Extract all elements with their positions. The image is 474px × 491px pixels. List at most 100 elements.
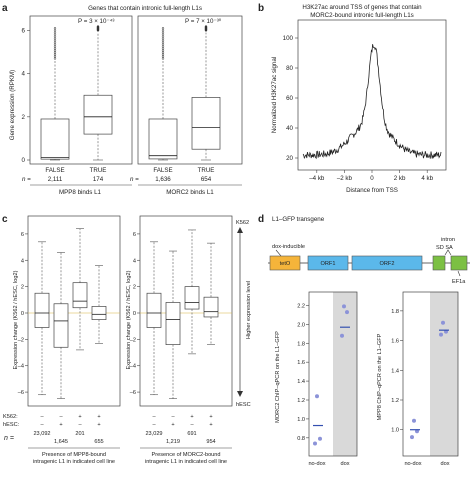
panel-a-outlier <box>161 49 165 52</box>
panel-a-outlier <box>161 39 165 42</box>
panel-a-outlier <box>53 33 57 36</box>
panel-a-box <box>148 118 178 160</box>
panel-d-right-dox-shade <box>430 292 458 456</box>
panel-c-arrow-head-up <box>237 227 243 233</box>
panel-a-outlier <box>53 27 57 30</box>
panel-c-sign-hesc: – <box>152 422 156 428</box>
panel-d-left-point-dox <box>345 310 349 315</box>
panel-c-ytick-label: –6 <box>130 390 136 396</box>
panel-d-left-frame <box>308 291 358 457</box>
panel-a-frame-left <box>29 15 133 165</box>
panel-a-morc2-boxplot <box>148 25 221 161</box>
panel-c-sign-k562: – <box>171 414 175 420</box>
panel-d-dox-inducible: dox-inducible <box>272 244 305 250</box>
panel-d-left-xcat-dox: dox <box>340 461 349 467</box>
panel-b-xlabel: Distance from TSS <box>346 187 398 194</box>
panel-c-n-label: n = <box>4 435 14 442</box>
panel-b-ylabel: Normalized H3K27ac signal <box>271 57 278 133</box>
panel-c-sign-hesc: + <box>97 422 100 428</box>
panel-a-outlier <box>53 29 57 32</box>
panel-c-ytick-label: 2 <box>133 285 136 291</box>
panel-c-frame-left <box>27 215 121 407</box>
panel-c-arrow-top-label: K562 <box>236 220 249 226</box>
panel-b-xtick-label: 4 kb <box>421 175 433 182</box>
panel-c-box <box>165 302 181 345</box>
panel-c-count: 23,029 <box>145 431 162 437</box>
panel-d-right-plot: 1.0 1.2 1.4 1.6 1.8 <box>391 309 449 440</box>
panel-c-caption-2b: intragenic L1 in indicated cell line <box>145 459 227 465</box>
panel-d-right-ytick-label: 1.2 <box>391 398 399 404</box>
panel-c-sign-k562: + <box>97 414 100 420</box>
panel-c-box <box>203 296 219 318</box>
panel-c-ytick-label: 0 <box>21 311 24 317</box>
panel-c-count: 1,645 <box>54 439 68 445</box>
panel-d-dox-pointer <box>275 249 282 257</box>
panel-a: a Genes that contain intronic full-lengt… <box>2 3 243 196</box>
panel-c-sign-hesc: + <box>171 422 174 428</box>
panel-a-letter: a <box>2 3 8 14</box>
panel-b-letter: b <box>258 3 264 14</box>
panel-d-right-point-dox <box>439 332 443 337</box>
panel-a-n-label-2: n = <box>130 176 139 183</box>
panel-c-box <box>72 282 88 309</box>
panel-d-letter: d <box>258 214 264 225</box>
panel-d-gfp-part1 <box>432 255 446 271</box>
panel-d-left-dox-shade <box>333 292 357 456</box>
panel-d-right-ytick-label: 1.4 <box>391 368 399 374</box>
panel-a-xlabel-morc2: MORC2 binds L1 <box>166 189 214 196</box>
panel-a-count-2: 174 <box>93 176 104 183</box>
panel-c-sign-k562: – <box>59 414 63 420</box>
panel-c: c Expression change (K562 / hESC, log2) … <box>2 214 252 465</box>
panel-d-left-ytick-label: 1.0 <box>297 417 305 423</box>
panel-d-left-xcat-nodox: no-dox <box>308 461 325 467</box>
panel-a-outlier <box>161 45 165 48</box>
panel-a-outlier <box>53 55 57 58</box>
panel-c-frame-right <box>139 215 233 407</box>
panel-d-left-point-nodox <box>315 394 319 399</box>
panel-a-outlier <box>53 37 57 40</box>
panel-c-ytick-label: 4 <box>133 258 136 264</box>
panel-a-count-1: 2,111 <box>48 176 63 183</box>
panel-a-outlier <box>53 51 57 54</box>
panel-a-title: Genes that contain intronic full-length … <box>88 5 202 12</box>
panel-a-outlier <box>161 43 165 46</box>
panel-d-intron-label: intron <box>441 237 455 243</box>
panel-b-ytick-label: 100 <box>283 35 294 42</box>
panel-c-ytick-label: –4 <box>130 364 136 370</box>
panel-c-letter: c <box>2 214 8 225</box>
panel-d: d L1–GFP transgene dox-inducible tetO OR… <box>258 214 470 467</box>
panel-a-outlier <box>161 41 165 44</box>
panel-a-cat-true-2: TRUE <box>198 167 215 174</box>
panel-c-caption-1b: intragenic L1 in indicated cell line <box>33 459 115 465</box>
panel-c-count: 23,092 <box>33 431 50 437</box>
panel-a-outlier <box>53 31 57 34</box>
panel-d-ef1a-pointer <box>457 270 461 277</box>
panel-c-count: 954 <box>206 439 215 445</box>
panel-d-sd-sa-label: SD SA <box>436 245 453 251</box>
panel-d-intron-splice <box>444 249 452 256</box>
panel-c-ytick-label: –2 <box>130 337 136 343</box>
panel-c-ytick-label: 6 <box>133 232 136 238</box>
panel-a-outlier <box>204 25 208 28</box>
panel-c-ytick-label: –6 <box>18 390 24 396</box>
panel-c-count: 655 <box>94 439 103 445</box>
panel-d-gfp-part2 <box>450 255 468 271</box>
panel-a-outlier <box>53 43 57 46</box>
panel-c-ylabel-right: Expression change (K562 / hESC, log2) <box>126 270 132 369</box>
panel-d-orf2-label: ORF2 <box>380 261 395 267</box>
panel-b-title-line1: H3K27ac around TSS of genes that contain <box>302 4 422 11</box>
panel-c-box <box>184 286 200 310</box>
panel-a-box <box>40 118 70 160</box>
panel-a-outlier <box>53 45 57 48</box>
panel-c-sign-k562: – <box>152 414 156 420</box>
panel-c-sign-k562: + <box>78 414 81 420</box>
panel-c-caption-2a: Presence of MORC2-bound <box>151 452 220 458</box>
panel-c-sign-k562: + <box>190 414 193 420</box>
panel-d-teto-box <box>269 255 301 271</box>
panel-c-sign-hesc: – <box>78 422 82 428</box>
panel-d-left-ytick-label: 1.6 <box>297 360 305 366</box>
panel-d-left-ytick-label: 1.8 <box>297 341 305 347</box>
panel-a-box <box>191 97 221 150</box>
panel-d-left-ytick-label: 0.8 <box>297 436 305 442</box>
